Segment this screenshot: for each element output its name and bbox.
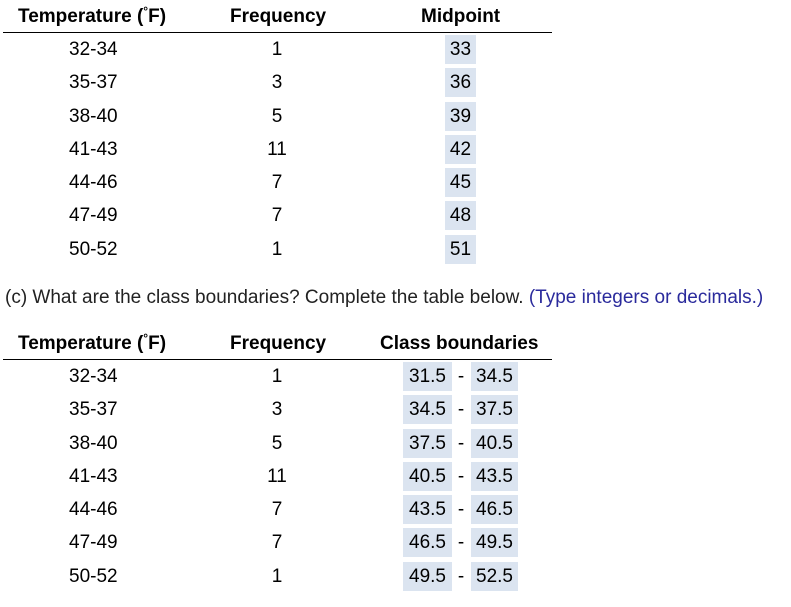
header-midpoint: Midpoint <box>421 6 501 27</box>
lower-boundary-answer[interactable]: 31.5 <box>403 362 452 391</box>
question-hint: (Type integers or decimals.) <box>528 287 764 308</box>
frequency-cell: 7 <box>271 205 283 227</box>
question-prompt: (c) What are the class boundaries? Compl… <box>5 287 524 308</box>
frequency-cell: 3 <box>271 399 283 421</box>
table-row: 47-49 7 48 <box>3 199 552 232</box>
class-cell: 50-52 <box>69 565 118 587</box>
table-row: 50-52 1 49.5 - 52.5 <box>3 560 552 593</box>
table-row: 44-46 7 43.5 - 46.5 <box>3 493 552 526</box>
table-row: 44-46 7 45 <box>3 166 552 199</box>
class-cell: 50-52 <box>69 238 118 260</box>
lower-boundary-answer[interactable]: 40.5 <box>403 461 452 491</box>
table-row: 32-34 1 31.5 - 34.5 <box>3 360 552 393</box>
frequency-cell: 5 <box>271 105 283 127</box>
header-temperature: Temperature (°F) <box>18 331 167 354</box>
question-text: (c) What are the class boundaries? Compl… <box>5 287 763 309</box>
midpoint-table: Temperature (°F) Frequency Midpoint 32-3… <box>3 0 552 266</box>
frequency-cell: 1 <box>271 565 283 587</box>
header-class-boundaries: Class boundaries <box>380 333 539 354</box>
table-row: 50-52 1 51 <box>3 233 552 266</box>
midpoint-answer[interactable]: 51 <box>445 234 476 264</box>
midpoint-answer[interactable]: 36 <box>445 68 476 98</box>
table-row: 38-40 5 39 <box>3 100 552 133</box>
table-row: 35-37 3 34.5 - 37.5 <box>3 393 552 426</box>
class-cell: 47-49 <box>69 205 118 227</box>
class-cell: 32-34 <box>69 366 118 387</box>
boundary-separator: - <box>457 565 465 587</box>
midpoint-answer[interactable]: 33 <box>445 35 476 64</box>
midpoint-answer[interactable]: 45 <box>445 168 476 198</box>
class-cell: 38-40 <box>69 105 118 127</box>
class-cell: 41-43 <box>69 138 118 160</box>
lower-boundary-answer[interactable]: 49.5 <box>403 561 452 591</box>
lower-boundary-answer[interactable]: 34.5 <box>403 395 452 425</box>
upper-boundary-answer[interactable]: 52.5 <box>471 561 518 591</box>
boundary-separator: - <box>457 432 465 454</box>
header-temperature: Temperature (°F) <box>18 4 167 27</box>
class-cell: 35-37 <box>69 72 118 94</box>
boundaries-table-header: Temperature (°F) Frequency Class boundar… <box>3 327 552 360</box>
class-boundaries-table: Temperature (°F) Frequency Class boundar… <box>3 327 552 593</box>
midpoint-answer[interactable]: 48 <box>445 201 476 231</box>
class-cell: 32-34 <box>69 39 118 60</box>
class-cell: 47-49 <box>69 532 118 554</box>
midpoint-answer[interactable]: 42 <box>445 134 476 164</box>
boundary-separator: - <box>457 465 465 487</box>
table-row: 47-49 7 46.5 - 49.5 <box>3 526 552 559</box>
lower-boundary-answer[interactable]: 43.5 <box>403 495 452 525</box>
lower-boundary-answer[interactable]: 46.5 <box>403 528 452 558</box>
table-row: 32-34 1 33 <box>3 33 552 66</box>
degree-symbol: ° <box>143 331 149 345</box>
frequency-cell: 1 <box>271 39 283 60</box>
header-frequency: Frequency <box>230 333 327 354</box>
class-cell: 35-37 <box>69 399 118 421</box>
upper-boundary-answer[interactable]: 34.5 <box>471 362 518 391</box>
frequency-cell: 1 <box>271 366 283 387</box>
frequency-cell: 11 <box>267 138 287 160</box>
midpoint-table-header: Temperature (°F) Frequency Midpoint <box>3 0 552 33</box>
upper-boundary-answer[interactable]: 46.5 <box>471 495 518 525</box>
frequency-cell: 5 <box>271 432 283 454</box>
class-cell: 44-46 <box>69 499 118 521</box>
upper-boundary-answer[interactable]: 49.5 <box>471 528 518 558</box>
frequency-cell: 3 <box>271 72 283 94</box>
frequency-cell: 1 <box>271 238 283 260</box>
header-frequency: Frequency <box>230 6 327 27</box>
boundary-separator: - <box>457 366 465 387</box>
class-cell: 38-40 <box>69 432 118 454</box>
upper-boundary-answer[interactable]: 37.5 <box>471 395 518 425</box>
boundary-separator: - <box>457 499 465 521</box>
boundary-separator: - <box>457 399 465 421</box>
table-row: 41-43 11 40.5 - 43.5 <box>3 460 552 493</box>
upper-boundary-answer[interactable]: 43.5 <box>471 461 518 491</box>
frequency-cell: 11 <box>267 465 287 487</box>
class-cell: 44-46 <box>69 172 118 194</box>
degree-symbol: ° <box>143 4 149 18</box>
lower-boundary-answer[interactable]: 37.5 <box>403 428 452 458</box>
class-cell: 41-43 <box>69 465 118 487</box>
frequency-cell: 7 <box>271 172 283 194</box>
midpoint-answer[interactable]: 39 <box>445 101 476 131</box>
boundary-separator: - <box>457 532 465 554</box>
table-row: 35-37 3 36 <box>3 66 552 99</box>
table-row: 41-43 11 42 <box>3 133 552 166</box>
frequency-cell: 7 <box>271 499 283 521</box>
frequency-cell: 7 <box>271 532 283 554</box>
upper-boundary-answer[interactable]: 40.5 <box>471 428 518 458</box>
table-row: 38-40 5 37.5 - 40.5 <box>3 427 552 460</box>
